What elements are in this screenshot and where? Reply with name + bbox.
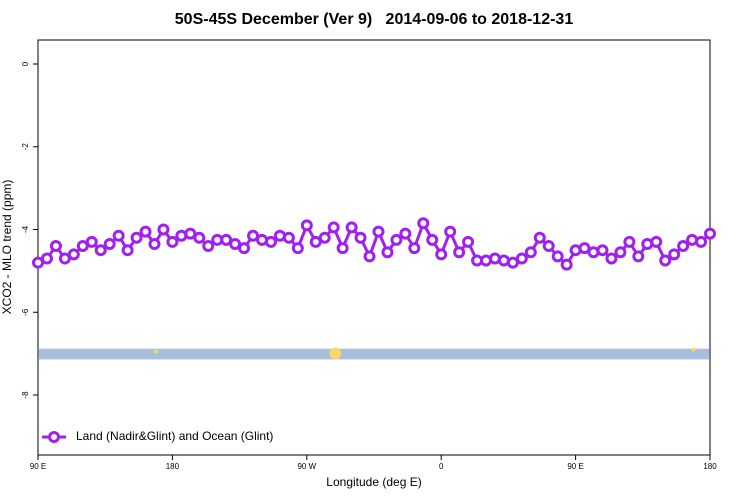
y-tick-label: -6 (21, 308, 30, 316)
series-point (264, 235, 277, 248)
series-point (426, 233, 439, 246)
legend-marker (48, 431, 60, 443)
series-point (157, 223, 170, 236)
x-axis-label: Longitude (deg E) (326, 475, 421, 489)
chart-title: 50S-45S December (Ver 9) 2014-09-06 to 2… (175, 11, 574, 28)
series-point (650, 235, 663, 248)
series-point (76, 240, 89, 253)
series-point (300, 219, 313, 232)
series-point (444, 225, 457, 238)
series-point (524, 246, 537, 259)
series-point (282, 231, 295, 244)
series-point (238, 242, 251, 255)
series-point (58, 252, 71, 265)
series-point (542, 240, 555, 253)
series-point (417, 217, 430, 230)
series-point (32, 256, 44, 269)
series-point (139, 225, 152, 238)
series-point (354, 231, 367, 244)
series-point (578, 242, 591, 255)
series-point (381, 246, 394, 259)
series-point (551, 250, 564, 263)
series-point (85, 235, 98, 248)
series-point (668, 248, 681, 261)
x-tick-label: 0 (439, 462, 444, 471)
series-point (623, 235, 636, 248)
series-point (309, 235, 322, 248)
series-point (560, 258, 573, 271)
series-point (291, 242, 304, 255)
series-point (515, 252, 528, 265)
series-point (336, 242, 349, 255)
series-point (695, 235, 708, 248)
series-point (605, 252, 618, 265)
series-point (327, 221, 340, 234)
series-point (67, 248, 80, 261)
series-point (632, 250, 645, 263)
series-point (408, 242, 421, 255)
y-tick-label: -2 (21, 143, 30, 151)
y-axis-label: XCO2 - MLO trend (ppm) (0, 180, 14, 315)
x-tick-label: 90 E (567, 462, 583, 471)
series-point (704, 227, 716, 240)
y-tick-label: -8 (21, 391, 30, 399)
series-point (229, 237, 242, 250)
y-tick-label: 0 (21, 61, 30, 66)
highlight-marker (329, 347, 342, 360)
series-point (363, 250, 376, 263)
series-point (677, 240, 690, 253)
x-tick-label: 90 E (30, 462, 46, 471)
coverage-band (39, 348, 709, 360)
series-point (220, 233, 233, 246)
series-point (435, 248, 448, 261)
series-point (112, 229, 125, 242)
x-tick-label: 180 (166, 462, 180, 471)
series-point (596, 244, 609, 257)
series-point (533, 231, 546, 244)
highlight-marker (153, 349, 158, 354)
y-tick-label: -4 (21, 225, 30, 233)
series-point (94, 244, 107, 257)
series-point (372, 225, 385, 238)
series-point (121, 244, 134, 257)
series-point (40, 252, 53, 265)
x-tick-label: 90 W (297, 462, 316, 471)
highlight-marker (691, 347, 696, 352)
series-point (247, 229, 260, 242)
series-point (399, 227, 412, 240)
series-point (345, 221, 358, 234)
series-point (462, 235, 475, 248)
series-point (193, 231, 206, 244)
series-point (103, 237, 116, 250)
series-point (506, 256, 519, 269)
series-point (184, 227, 197, 240)
series-point (166, 235, 179, 248)
x-tick-label: 180 (703, 462, 717, 471)
series-point (49, 240, 62, 253)
series-point (390, 233, 403, 246)
series-point (614, 246, 627, 259)
legend-label: Land (Nadir&Glint) and Ocean (Glint) (76, 429, 273, 443)
plot-frame (37, 39, 711, 456)
series-point (130, 231, 143, 244)
series-point (659, 254, 672, 267)
series-point (202, 240, 215, 253)
series-point (318, 231, 331, 244)
series-point (453, 246, 466, 259)
series-point (148, 237, 161, 250)
